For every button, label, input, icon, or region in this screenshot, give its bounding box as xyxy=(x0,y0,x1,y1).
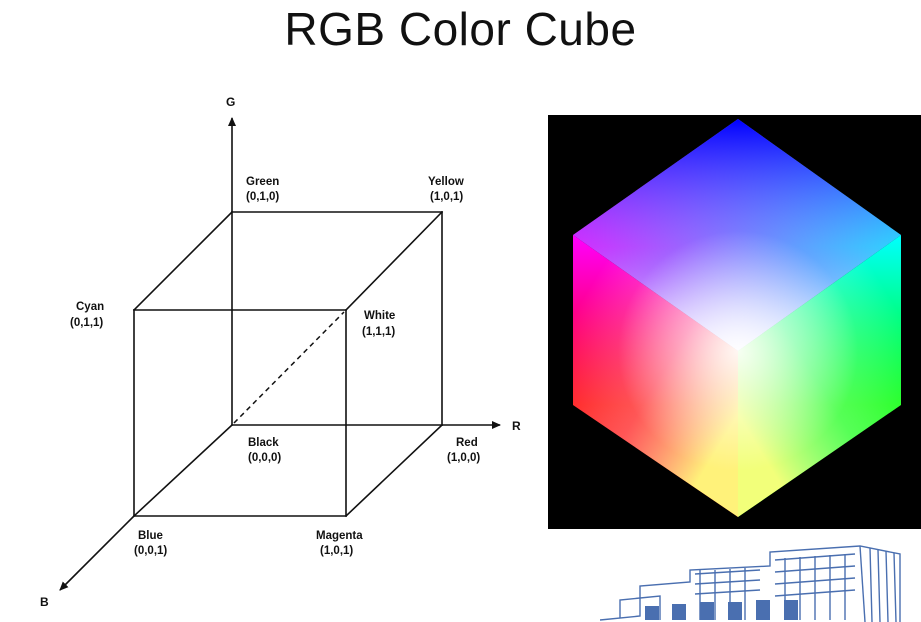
cyan-coords: (0,1,1) xyxy=(70,317,103,329)
edge-red-magenta xyxy=(344,423,444,518)
black-label: Black xyxy=(248,437,279,449)
yellow-label: Yellow xyxy=(428,176,464,188)
red-label: Red xyxy=(456,437,478,449)
r-axis-label: R xyxy=(512,419,521,433)
magenta-coords: (1,0,1) xyxy=(320,545,353,557)
white-coords: (1,1,1) xyxy=(362,326,395,338)
black-coords: (0,0,0) xyxy=(248,452,281,464)
cyan-label: Cyan xyxy=(76,301,104,313)
color-cube-render xyxy=(548,115,921,529)
slide-title: RGB Color Cube xyxy=(284,3,637,55)
edge-green-cyan xyxy=(132,210,234,312)
building-sketch-logo xyxy=(600,545,901,622)
edge-black-blue xyxy=(132,423,234,518)
edge-yellow-white xyxy=(344,210,444,312)
green-label: Green xyxy=(246,176,279,188)
b-axis xyxy=(59,515,135,591)
white-label: White xyxy=(364,310,395,322)
g-axis-label: G xyxy=(226,95,235,109)
color-cube-svg xyxy=(573,119,901,517)
blue-coords: (0,0,1) xyxy=(134,545,167,557)
diagonal-black-white xyxy=(233,311,345,424)
yellow-coords: (1,0,1) xyxy=(430,191,463,203)
magenta-label: Magenta xyxy=(316,530,363,542)
blue-label: Blue xyxy=(138,530,163,542)
b-axis-label: B xyxy=(40,595,49,609)
red-coords: (1,0,0) xyxy=(447,452,480,464)
green-coords: (0,1,0) xyxy=(246,191,279,203)
